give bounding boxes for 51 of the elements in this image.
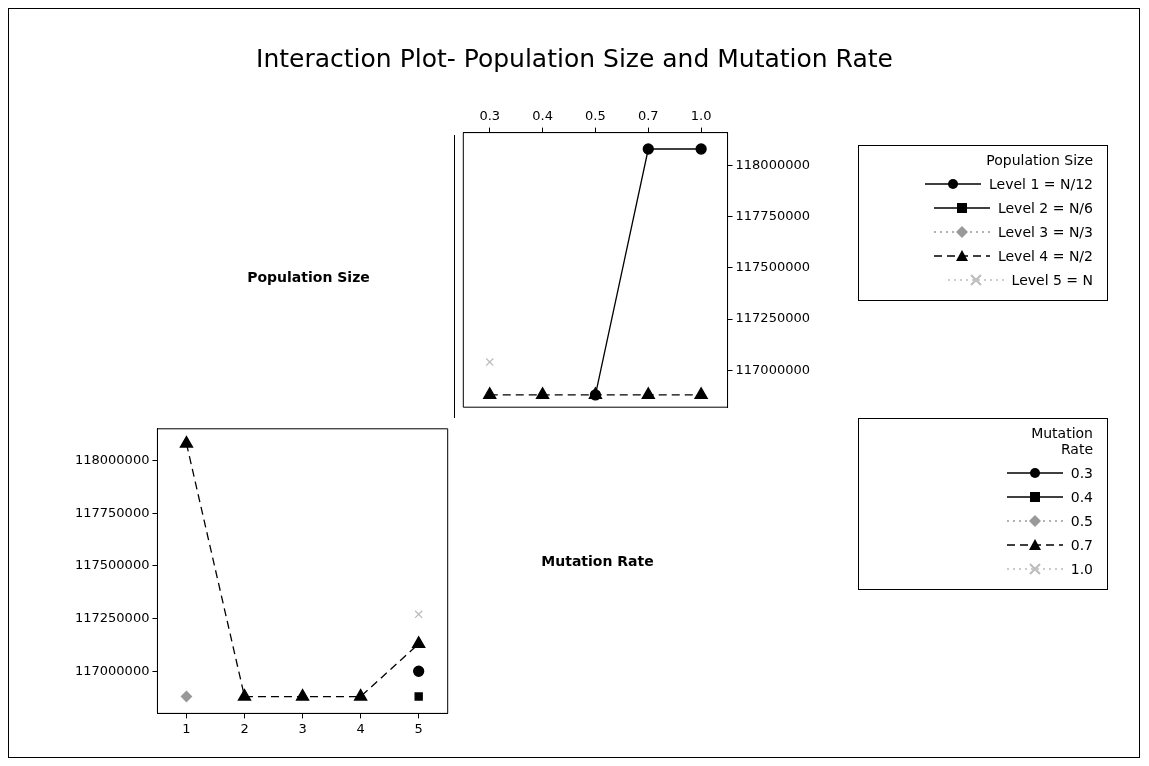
y-tick-label: 117250000 — [735, 310, 811, 326]
point — [694, 387, 708, 400]
x-tick-label: 1 — [182, 720, 191, 736]
point — [237, 688, 252, 701]
legend-label: Level 1 = N/12 — [989, 176, 1093, 192]
x-tick-label: 0.3 — [479, 108, 501, 124]
y-tick-label: 117500000 — [735, 259, 811, 275]
point — [413, 665, 425, 677]
point — [414, 610, 423, 619]
y-tick-label: 117750000 — [735, 207, 811, 223]
y-tick-label: 117000000 — [74, 662, 150, 678]
point — [295, 688, 310, 701]
text: Interaction Plot- Population Size and Mutation Rate — [255, 44, 894, 73]
point — [483, 387, 497, 400]
legend-label: Level 5 = N — [1011, 272, 1093, 288]
point — [353, 688, 368, 701]
x-tick-label: 4 — [356, 720, 365, 736]
text: Population Size — [247, 268, 370, 285]
x-tick-label: 3 — [298, 720, 307, 736]
point — [641, 387, 655, 400]
legend-label: 0.3 — [1070, 465, 1093, 481]
point — [411, 636, 426, 648]
legend-label: 0.4 — [1070, 489, 1093, 505]
legend-label: Level 3 = N/3 — [997, 224, 1093, 240]
legend-title: Mutation Rate — [1030, 425, 1093, 457]
y-tick-label: 117750000 — [74, 504, 150, 520]
x-tick-label: 0.7 — [637, 108, 659, 124]
y-tick-label: 118000000 — [735, 156, 811, 172]
legend-label: 0.7 — [1070, 537, 1093, 553]
x-tick-label: 0.4 — [532, 108, 553, 124]
point — [535, 387, 550, 400]
x-tick-label: 2 — [240, 720, 249, 736]
x-tick-label: 0.5 — [585, 108, 606, 124]
x-tick-label: 1.0 — [690, 108, 712, 124]
point — [642, 143, 654, 155]
point — [180, 690, 193, 703]
point — [414, 692, 423, 701]
point — [695, 143, 707, 155]
y-tick-label: 117250000 — [74, 609, 150, 625]
point — [179, 435, 194, 448]
x-tick-label: 5 — [414, 720, 423, 736]
point — [485, 357, 494, 367]
legend-label: 1.0 — [1070, 561, 1093, 577]
y-tick-label: 117000000 — [735, 361, 811, 377]
legend-label: 0.5 — [1070, 513, 1093, 529]
text: Mutation Rate — [541, 552, 654, 569]
legend-title: Population Size — [986, 152, 1093, 168]
y-tick-label: 118000000 — [74, 451, 150, 467]
y-tick-label: 117500000 — [74, 557, 150, 573]
legend-label: Level 4 = N/2 — [997, 248, 1093, 264]
legend-label: Level 2 = N/6 — [997, 200, 1093, 216]
